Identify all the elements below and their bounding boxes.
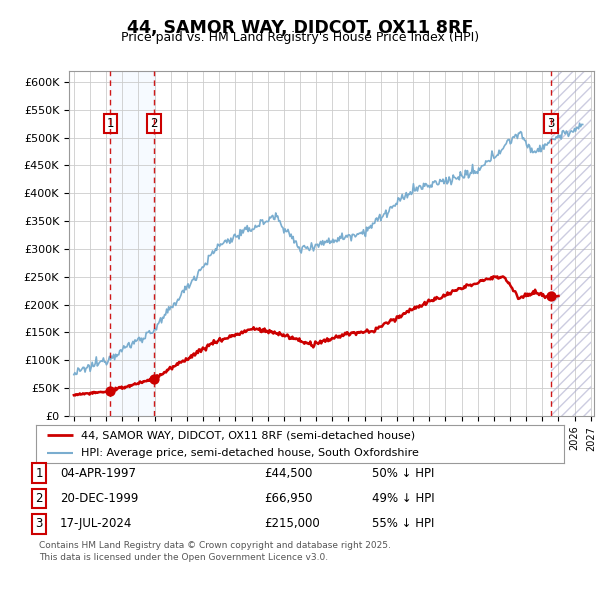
Bar [551,71,591,416]
Text: 3: 3 [547,117,555,130]
Text: 3: 3 [35,517,43,530]
Text: 20-DEC-1999: 20-DEC-1999 [60,492,139,505]
Text: 17-JUL-2024: 17-JUL-2024 [60,517,133,530]
Point [106,386,115,396]
Text: 04-APR-1997: 04-APR-1997 [60,467,136,480]
Text: Contains HM Land Registry data © Crown copyright and database right 2025.: Contains HM Land Registry data © Crown c… [39,541,391,550]
Text: Price paid vs. HM Land Registry's House Price Index (HPI): Price paid vs. HM Land Registry's House … [121,31,479,44]
Point [149,374,159,384]
Bar [110,71,154,416]
Text: £66,950: £66,950 [264,492,313,505]
Text: 1: 1 [107,117,114,130]
Text: HPI: Average price, semi-detached house, South Oxfordshire: HPI: Average price, semi-detached house,… [81,448,419,458]
Text: 49% ↓ HPI: 49% ↓ HPI [372,492,434,505]
Text: 55% ↓ HPI: 55% ↓ HPI [372,517,434,530]
Text: 2: 2 [151,117,158,130]
Text: 50% ↓ HPI: 50% ↓ HPI [372,467,434,480]
Bar [551,71,591,416]
Text: 44, SAMOR WAY, DIDCOT, OX11 8RF (semi-detached house): 44, SAMOR WAY, DIDCOT, OX11 8RF (semi-de… [81,430,415,440]
Text: This data is licensed under the Open Government Licence v3.0.: This data is licensed under the Open Gov… [39,553,328,562]
Text: £215,000: £215,000 [264,517,320,530]
Text: 1: 1 [35,467,43,480]
Point [546,291,556,301]
Text: £44,500: £44,500 [264,467,313,480]
Text: 44, SAMOR WAY, DIDCOT, OX11 8RF: 44, SAMOR WAY, DIDCOT, OX11 8RF [127,19,473,37]
Text: 2: 2 [35,492,43,505]
